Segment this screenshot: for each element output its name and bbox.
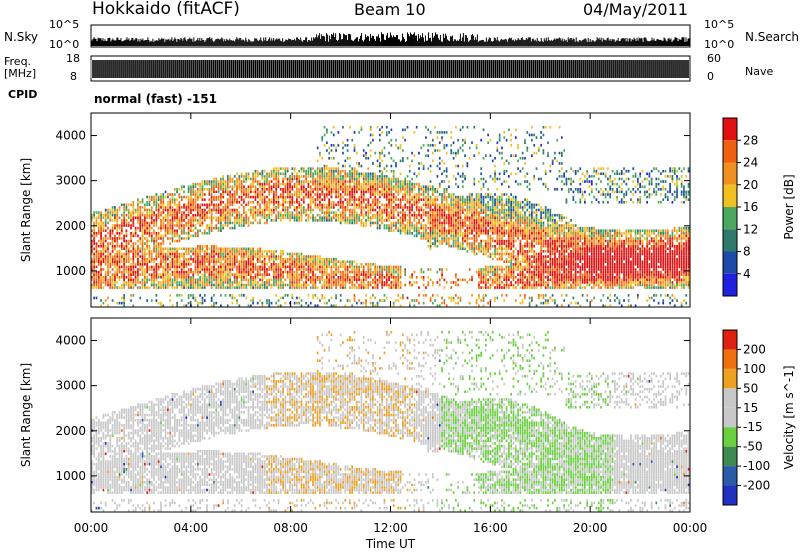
y-tick-label: 4000 [55,129,86,143]
cpid-label: CPID [8,88,38,101]
colorbar-tick-label: 15 [743,401,758,415]
x-tick-label: 00:00 [673,521,708,535]
nsearch-label: N.Search [745,30,800,44]
freq-bottom-tick: 8 [70,70,77,83]
nsky-label: N.Sky [4,30,39,44]
y-axis-label: Slant Range [km] [19,363,33,467]
colorbar-tick-label: 8 [743,245,751,259]
x-tick-label: 20:00 [573,521,608,535]
power-panel: 1000 2000 3000 4000 Slant Range [km] [19,112,691,308]
y-axis-label: Slant Range [km] [19,158,33,262]
y-tick-label: 1000 [55,469,86,483]
colorbar-tick-label: 28 [743,133,758,147]
colorbar-tick-label: -200 [743,479,770,493]
colorbar-tick-label: 16 [743,200,758,214]
freq-top-tick: 18 [66,52,80,65]
nsky-top-tick: 10^5 [49,18,80,31]
colorbar-tick-label: -100 [743,459,770,473]
y-tick-label: 3000 [55,174,86,188]
nave-bottom-tick: 0 [707,70,714,83]
cpid-mode-text: normal (fast) -151 [94,92,217,106]
nsky-strip [90,24,691,48]
y-tick-label: 3000 [55,379,86,393]
x-tick-label: 08:00 [273,521,308,535]
colorbar-tick-label: 200 [743,342,766,356]
colorbar-label: Velocity [m s^-1] [782,365,796,469]
y-tick-label: 4000 [55,334,86,348]
colorbar-label: Power [dB] [782,174,796,239]
colorbar-tick-label: 20 [743,178,758,192]
x-axis-label: Time UT [365,537,416,551]
colorbar-tick-label: 50 [743,381,758,395]
colorbar-tick-label: 12 [743,222,758,236]
date-title: 04/May/2011 [583,0,688,19]
nsearch-top-tick: 10^5 [704,18,735,31]
x-tick-label: 00:00 [74,521,109,535]
freq-unit-label: [MHz] [4,67,37,80]
y-tick-label: 2000 [55,219,86,233]
frequency-strip [90,55,691,82]
beam-title: Beam 10 [354,0,426,19]
nave-label: Nave [745,65,774,78]
colorbar-tick-label: 24 [743,156,758,170]
y-tick-label: 2000 [55,424,86,438]
y-tick-label: 1000 [55,264,86,278]
nsearch-bottom-tick: 10^0 [704,38,735,51]
colorbar-tick-label: -50 [743,440,763,454]
x-tick-label: 16:00 [473,521,508,535]
velocity-panel: 1000 2000 3000 4000 Slant Range [km] [19,317,691,513]
velocity-colorbar: 200 100 50 15 -15 -50 -100 -200 Velocity [m s^-1… [722,329,796,506]
x-tick-label: 04:00 [174,521,209,535]
power-colorbar: 4 8 12 16 20 24 28 Power [dB] [722,117,796,297]
freq-label: Freq. [4,55,32,68]
nsky-bottom-tick: 10^0 [49,38,80,51]
colorbar-tick-label: -15 [743,420,763,434]
colorbar-tick-label: 4 [743,267,751,281]
colorbar-tick-label: 100 [743,362,766,376]
station-title: Hokkaido (fitACF) [92,0,240,19]
x-tick-label: 12:00 [373,521,408,535]
nave-top-tick: 60 [707,52,721,65]
